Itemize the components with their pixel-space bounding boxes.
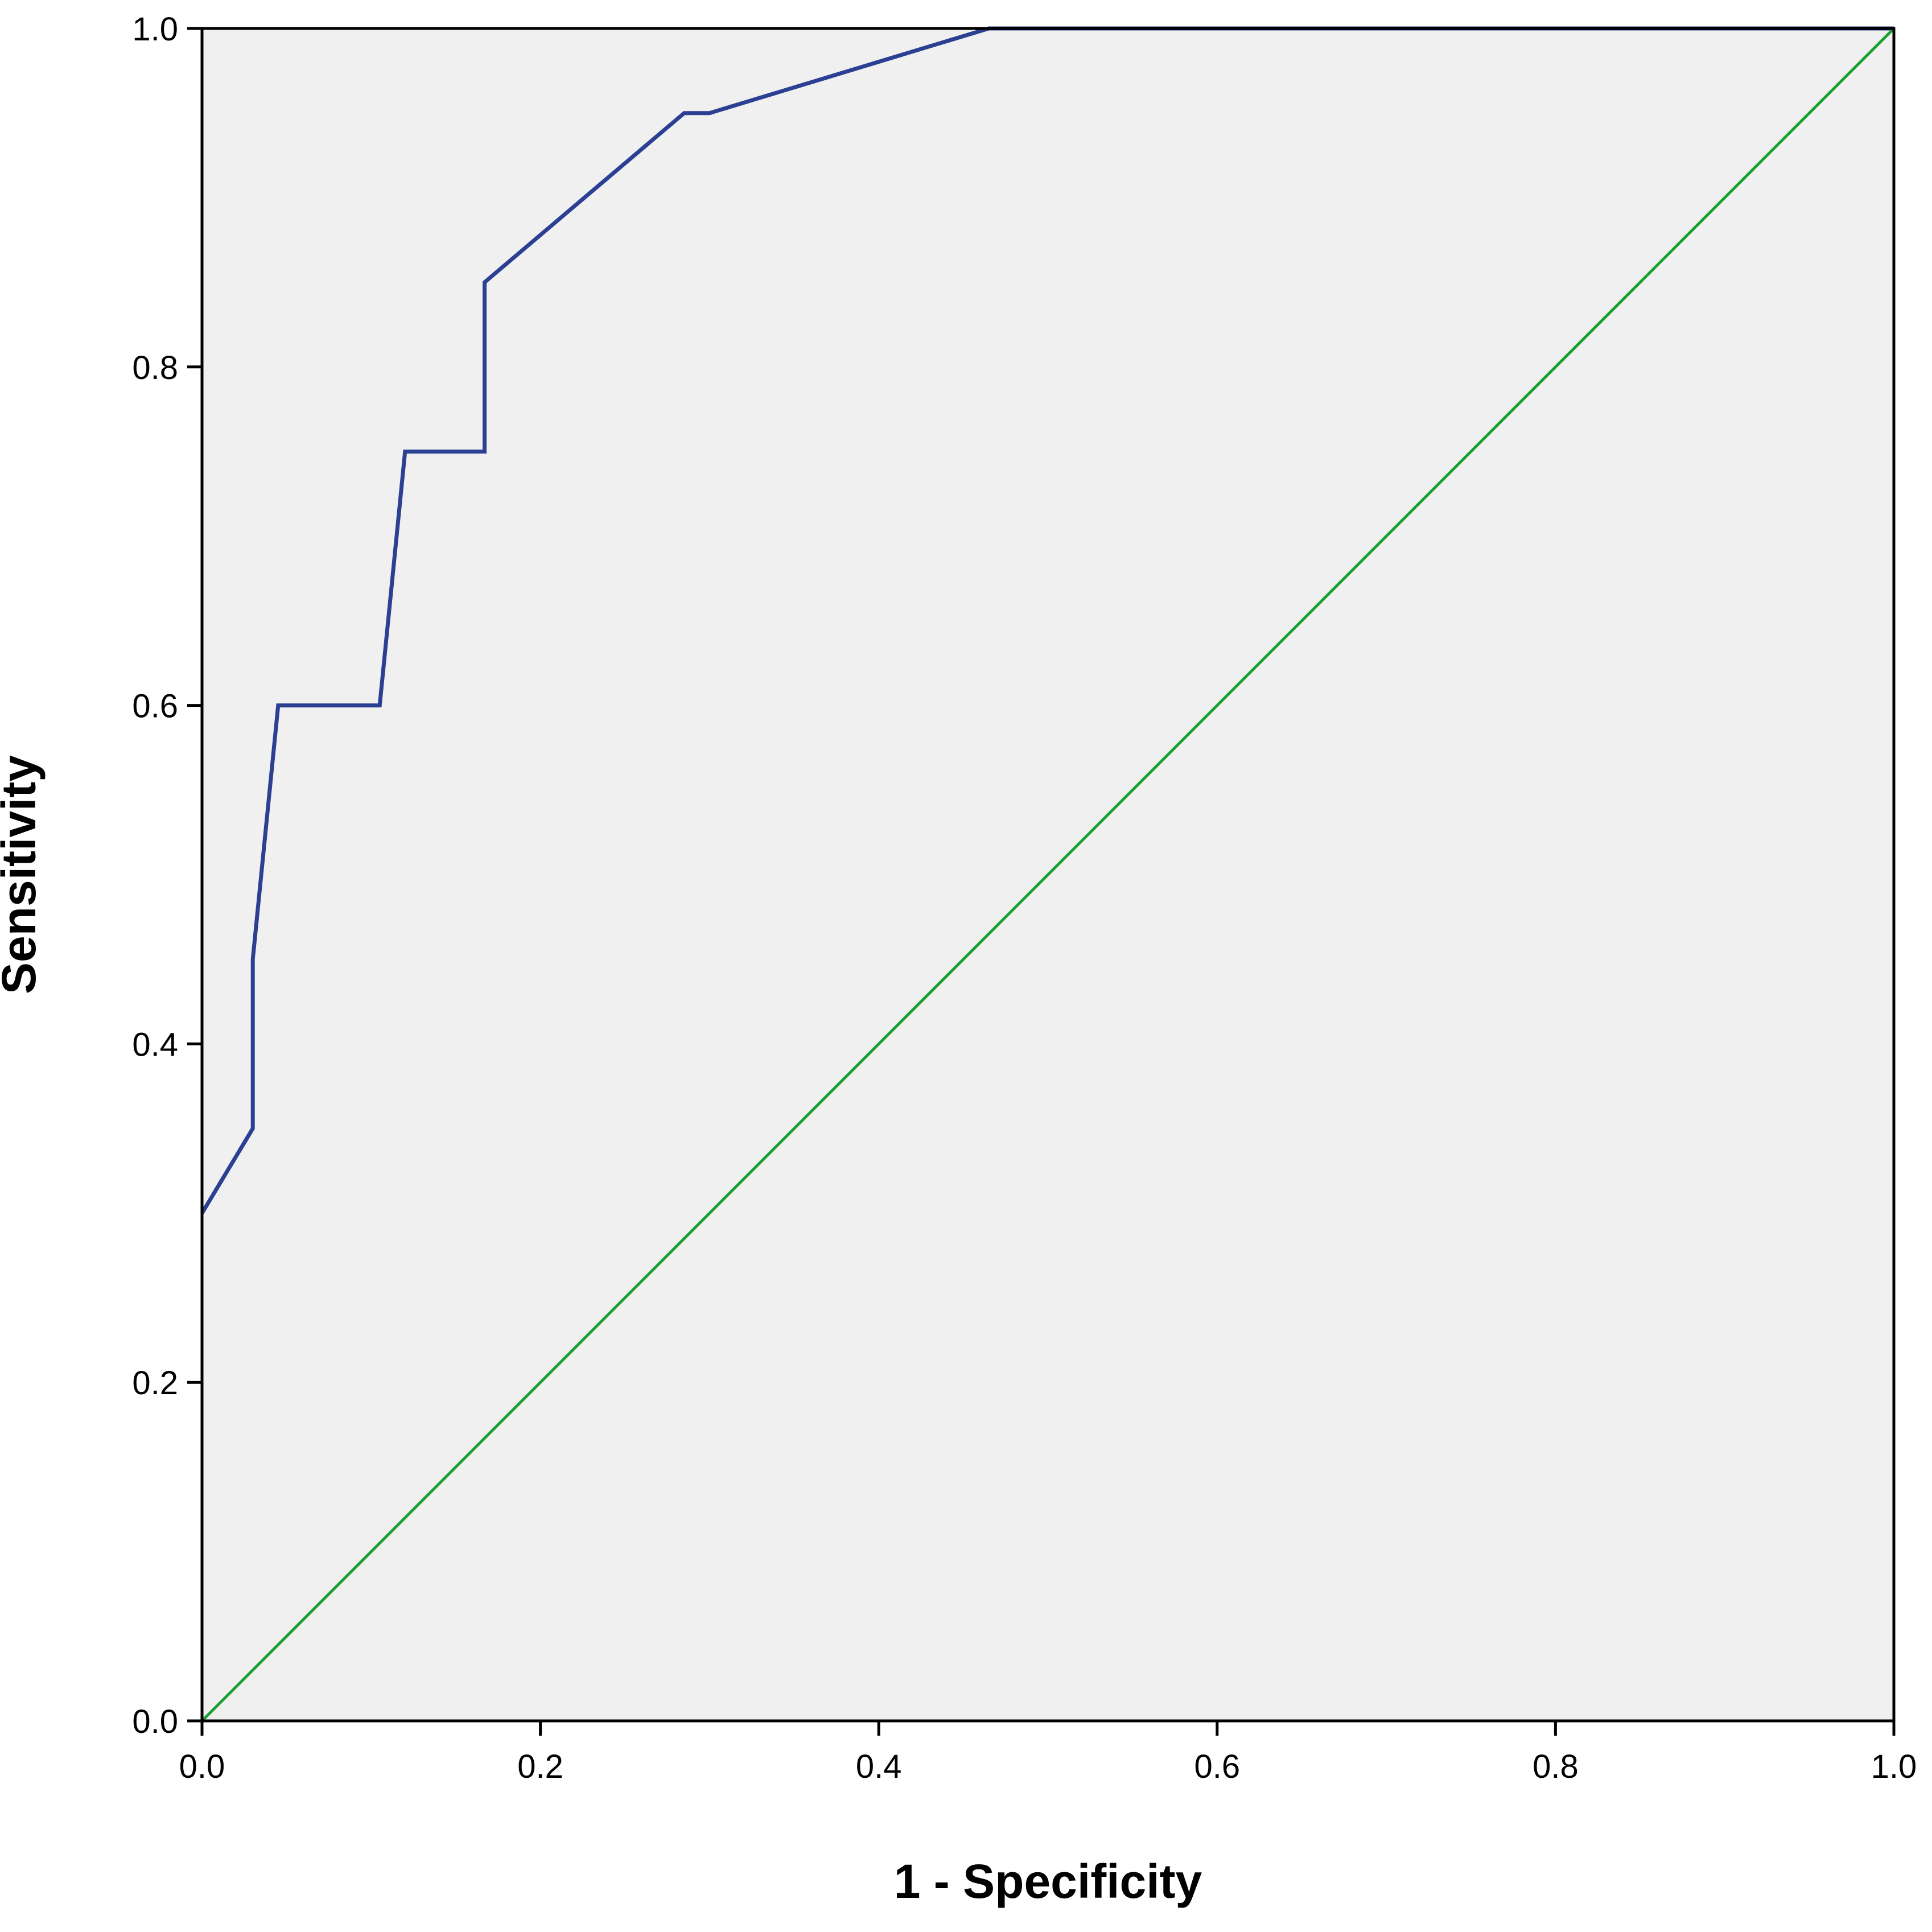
x-tick-label: 0.4 — [856, 1748, 902, 1785]
plot-frame — [200, 27, 1896, 1723]
x-tick-label: 0.8 — [1533, 1748, 1579, 1785]
x-tick-label: 0.0 — [179, 1748, 225, 1785]
y-tick-label: 0.4 — [132, 1026, 178, 1063]
x-tick-label: 0.2 — [517, 1748, 563, 1785]
y-axis-title: Sensitivity — [0, 755, 46, 994]
x-tick-label: 0.6 — [1194, 1748, 1240, 1785]
y-tick-label: 0.2 — [132, 1365, 178, 1402]
y-tick-label: 0.8 — [132, 349, 178, 386]
x-tick-label: 1.0 — [1871, 1748, 1917, 1785]
axis-layer: 0.0 0.2 0.4 0.6 0.8 1.0 0.0 0.2 0.4 0.6 0.8 1.0 — [132, 11, 1917, 1785]
x-axis-title: 1 - Specificity — [894, 1855, 1202, 1908]
series-layer — [200, 26, 1895, 1722]
y-tick-label: 0.6 — [132, 688, 178, 725]
roc-curve-line — [200, 26, 1894, 1214]
y-tick-label: 0.0 — [132, 1703, 178, 1740]
reference-diagonal-line — [201, 27, 1895, 1722]
y-tick-label: 1.0 — [132, 11, 178, 48]
